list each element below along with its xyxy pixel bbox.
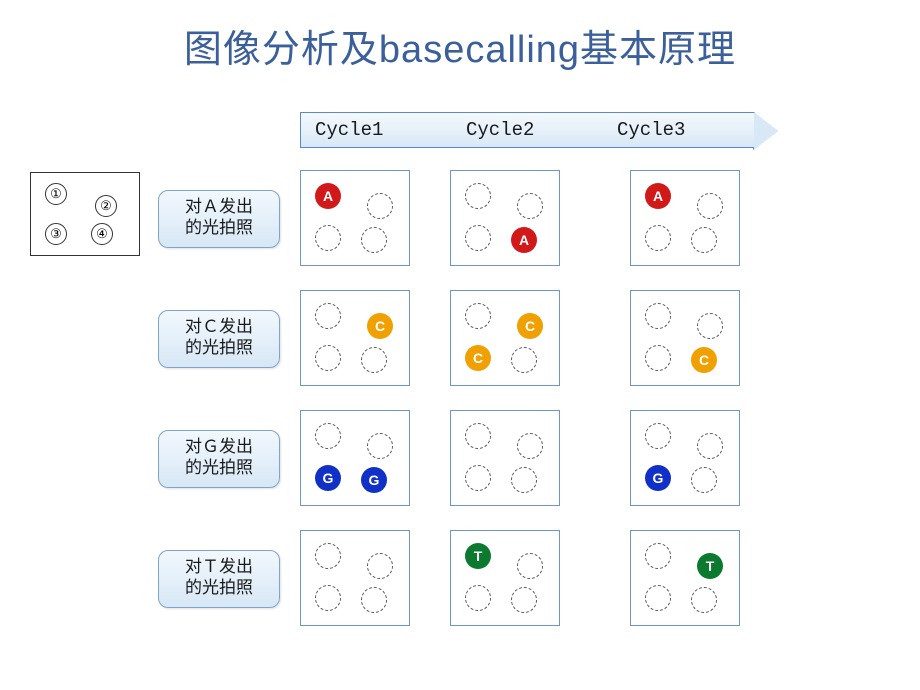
row-label-line1: 对Ａ发出	[185, 198, 253, 219]
spot-A: A	[511, 227, 537, 253]
spot-empty	[691, 467, 717, 493]
spot-empty	[517, 433, 543, 459]
row-label-line1: 对Ｔ发出	[185, 558, 253, 579]
spot-empty	[315, 543, 341, 569]
cell-C-cycle3: C	[630, 290, 740, 386]
spot-G: G	[361, 467, 387, 493]
key-legend: ① ② ③ ④	[30, 172, 140, 256]
spot-empty	[315, 345, 341, 371]
spot-empty	[465, 423, 491, 449]
spot-empty	[645, 345, 671, 371]
row-label-C: 对Ｃ发出的光拍照	[158, 310, 280, 368]
cell-C-cycle2: CC	[450, 290, 560, 386]
spot-empty	[315, 303, 341, 329]
spot-empty	[517, 193, 543, 219]
spot-empty	[367, 553, 393, 579]
spot-empty	[645, 585, 671, 611]
cycle-label-3: Cycle3	[603, 119, 754, 141]
spot-empty	[465, 585, 491, 611]
row-label-line2: 的光拍照	[185, 579, 253, 600]
spot-empty	[315, 585, 341, 611]
page-title: 图像分析及basecalling基本原理	[0, 18, 920, 73]
spot-empty	[315, 225, 341, 251]
cycle-header: Cycle1 Cycle2 Cycle3	[300, 112, 755, 148]
spot-G: G	[645, 465, 671, 491]
cycle-arrow-icon	[754, 112, 778, 150]
spot-C: C	[367, 313, 393, 339]
spot-empty	[465, 225, 491, 251]
row-label-line2: 的光拍照	[185, 339, 253, 360]
spot-A: A	[315, 183, 341, 209]
cycle-label-1: Cycle1	[301, 119, 452, 141]
spot-empty	[645, 225, 671, 251]
spot-empty	[691, 587, 717, 613]
spot-C: C	[465, 345, 491, 371]
row-label-line2: 的光拍照	[185, 219, 253, 240]
spot-empty	[697, 193, 723, 219]
spot-C: C	[517, 313, 543, 339]
row-label-G: 对Ｇ发出的光拍照	[158, 430, 280, 488]
spot-empty	[367, 433, 393, 459]
spot-empty	[517, 553, 543, 579]
spot-empty	[465, 303, 491, 329]
cell-T-cycle2: T	[450, 530, 560, 626]
key-spot-1: ①	[45, 183, 67, 205]
spot-empty	[361, 227, 387, 253]
row-label-line1: 对Ｇ发出	[185, 438, 253, 459]
spot-empty	[645, 303, 671, 329]
spot-empty	[465, 465, 491, 491]
spot-C: C	[691, 347, 717, 373]
spot-G: G	[315, 465, 341, 491]
cell-A-cycle2: A	[450, 170, 560, 266]
spot-empty	[361, 347, 387, 373]
key-spot-3: ③	[45, 223, 67, 245]
spot-T: T	[697, 553, 723, 579]
key-spot-2: ②	[95, 195, 117, 217]
row-label-line1: 对Ｃ发出	[185, 318, 253, 339]
cell-T-cycle3: T	[630, 530, 740, 626]
spot-empty	[645, 543, 671, 569]
spot-empty	[697, 313, 723, 339]
cell-G-cycle1: GG	[300, 410, 410, 506]
spot-empty	[367, 193, 393, 219]
cell-G-cycle3: G	[630, 410, 740, 506]
cell-A-cycle1: A	[300, 170, 410, 266]
spot-empty	[361, 587, 387, 613]
spot-empty	[691, 227, 717, 253]
cycle-label-2: Cycle2	[452, 119, 603, 141]
spot-empty	[511, 467, 537, 493]
cell-G-cycle2	[450, 410, 560, 506]
row-label-line2: 的光拍照	[185, 459, 253, 480]
spot-empty	[645, 423, 671, 449]
spot-empty	[315, 423, 341, 449]
spot-A: A	[645, 183, 671, 209]
key-spot-4: ④	[91, 223, 113, 245]
spot-empty	[465, 183, 491, 209]
spot-empty	[697, 433, 723, 459]
row-label-T: 对Ｔ发出的光拍照	[158, 550, 280, 608]
spot-T: T	[465, 543, 491, 569]
spot-empty	[511, 587, 537, 613]
row-label-A: 对Ａ发出的光拍照	[158, 190, 280, 248]
cell-A-cycle3: A	[630, 170, 740, 266]
cell-C-cycle1: C	[300, 290, 410, 386]
spot-empty	[511, 347, 537, 373]
cell-T-cycle1	[300, 530, 410, 626]
